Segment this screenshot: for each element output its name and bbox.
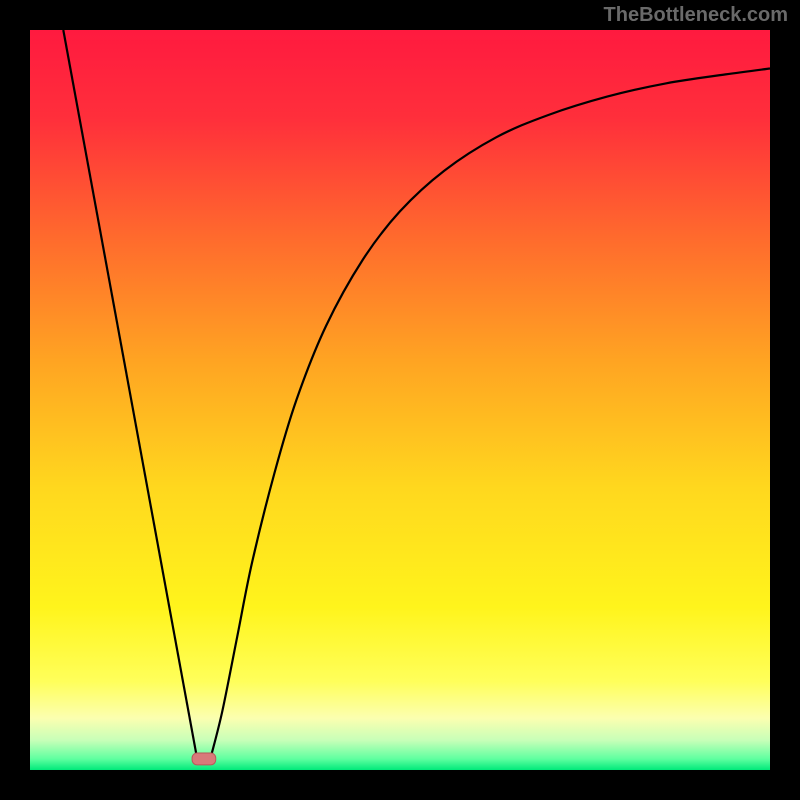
chart-container: TheBottleneck.com [0,0,800,800]
bottleneck-chart [0,0,800,800]
watermark-text: TheBottleneck.com [604,4,788,27]
minimum-marker [192,753,216,765]
chart-plot-area [30,30,770,770]
